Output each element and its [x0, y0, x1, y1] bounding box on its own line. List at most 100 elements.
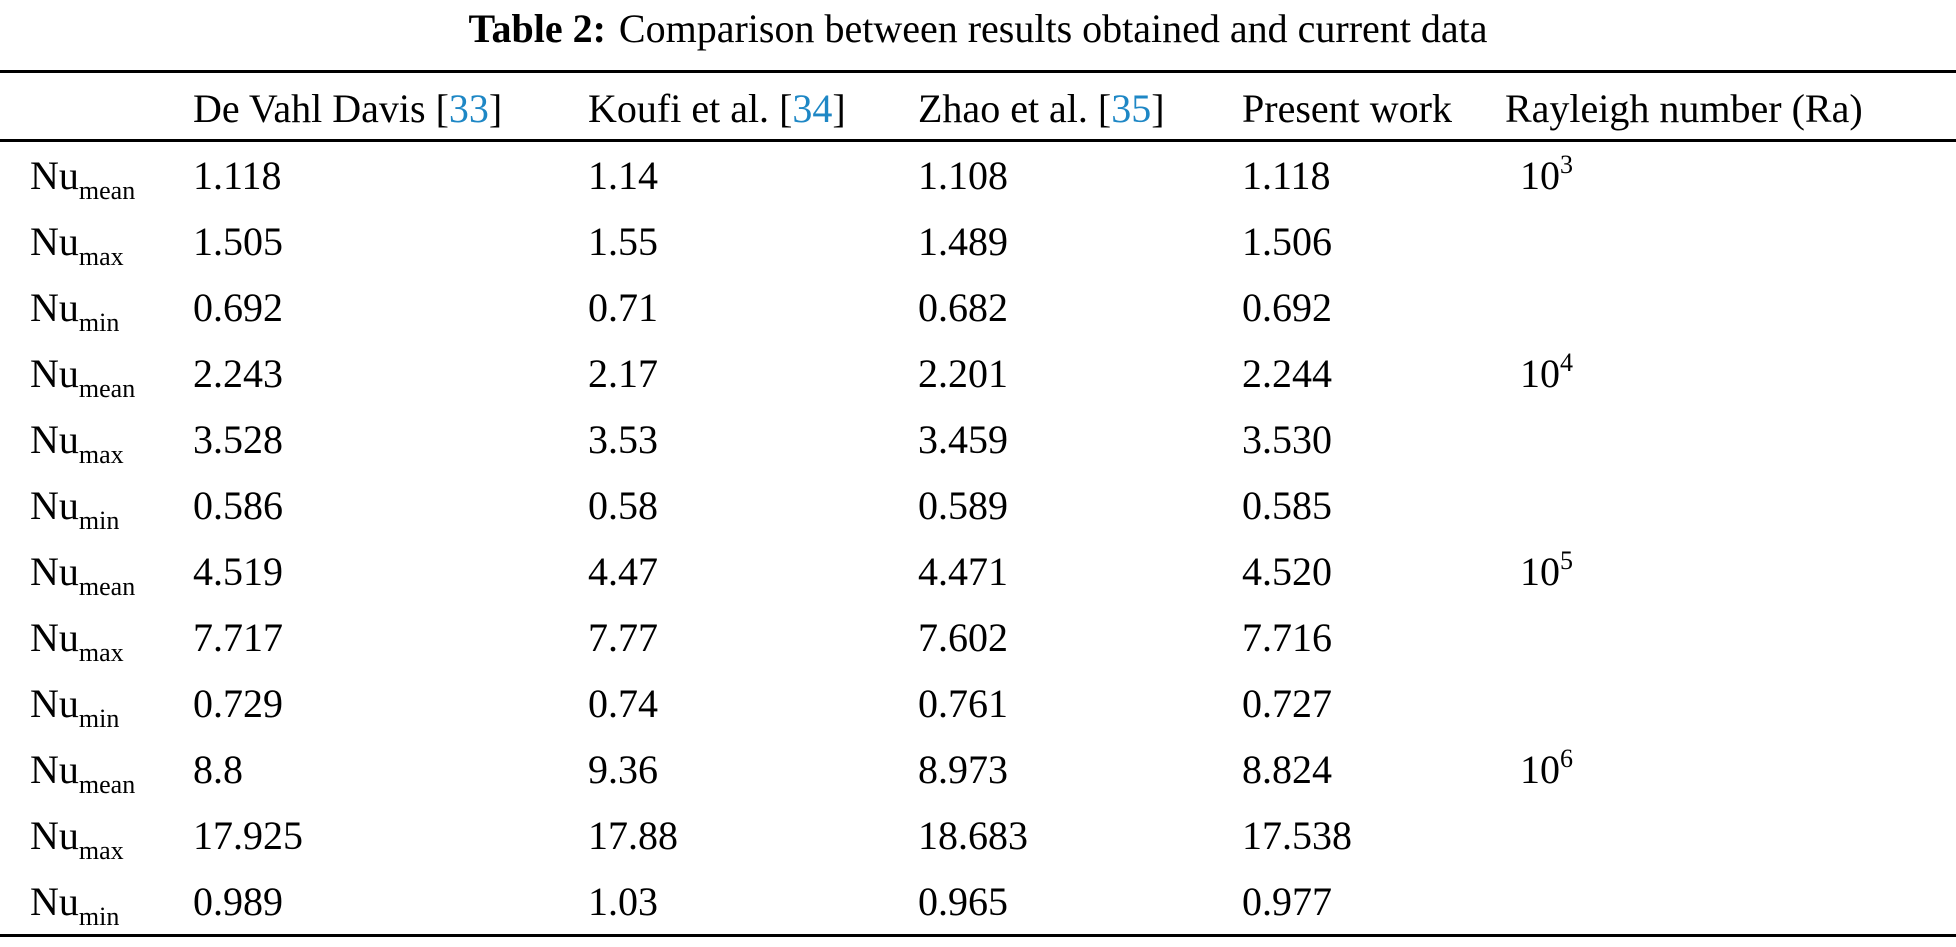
value-cell-present-work: 4.520 — [1242, 538, 1505, 604]
column-header-zhao: Zhao et al. [35] — [918, 71, 1242, 142]
cell-value: 1.506 — [1242, 218, 1332, 264]
value-cell-present-work: 1.506 — [1242, 208, 1505, 274]
value-cell-de-vahl-davis: 0.692 — [193, 274, 588, 340]
comparison-table: De Vahl Davis [33] Koufi et al. [34] Zhao … — [0, 70, 1956, 937]
rayleigh-exponent: 4 — [1560, 347, 1573, 377]
cell-value: 17.88 — [588, 812, 678, 858]
metric-symbol: Nu — [30, 482, 79, 528]
value-cell-present-work: 17.538 — [1242, 802, 1505, 868]
cell-value: 7.77 — [588, 614, 658, 660]
value-cell-koufi: 1.03 — [588, 868, 918, 936]
rayleigh-base: 10 — [1520, 350, 1560, 396]
rayleigh-value-cell — [1505, 208, 1956, 274]
table-row: Numin 0.729 0.74 0.761 0.727 — [0, 670, 1956, 736]
cell-value: 0.989 — [193, 878, 283, 924]
metric-subscript: mean — [78, 373, 136, 403]
value-cell-present-work: 3.530 — [1242, 406, 1505, 472]
column-header-label: Present work — [1242, 85, 1452, 131]
citation-link[interactable]: 33 — [448, 85, 489, 131]
rayleigh-value-cell — [1505, 472, 1956, 538]
value-cell-zhao: 0.965 — [918, 868, 1242, 936]
metric-symbol: Nu — [30, 548, 79, 594]
cell-value: 8.8 — [193, 746, 243, 792]
cell-value: 0.74 — [588, 680, 658, 726]
cell-value: 2.244 — [1242, 350, 1332, 396]
cell-value: 18.683 — [918, 812, 1028, 858]
table-row: Numean 4.519 4.47 4.471 4.520 105 — [0, 538, 1956, 604]
value-cell-de-vahl-davis: 17.925 — [193, 802, 588, 868]
value-cell-zhao: 1.108 — [918, 141, 1242, 209]
value-cell-de-vahl-davis: 0.989 — [193, 868, 588, 936]
table-row: Numax 1.505 1.55 1.489 1.506 — [0, 208, 1956, 274]
value-cell-de-vahl-davis: 3.528 — [193, 406, 588, 472]
cell-value: 0.965 — [918, 878, 1008, 924]
cell-value: 1.118 — [193, 152, 282, 198]
cell-value: 1.03 — [588, 878, 658, 924]
column-header-present-work: Present work — [1242, 71, 1505, 142]
value-cell-de-vahl-davis: 1.118 — [193, 141, 588, 209]
row-metric-label: Numin — [0, 670, 193, 736]
column-header-metric — [0, 71, 193, 142]
column-header-koufi: Koufi et al. [34] — [588, 71, 918, 142]
cell-value: 2.243 — [193, 350, 283, 396]
cell-value: 0.71 — [588, 284, 658, 330]
cell-value: 1.108 — [918, 152, 1008, 198]
cell-value: 3.530 — [1242, 416, 1332, 462]
rayleigh-value-cell: 104 — [1505, 340, 1956, 406]
cell-value: 17.538 — [1242, 812, 1352, 858]
metric-symbol: Nu — [30, 416, 79, 462]
value-cell-zhao: 1.489 — [918, 208, 1242, 274]
cell-value: 2.17 — [588, 350, 658, 396]
citation-link[interactable]: 35 — [1111, 85, 1152, 131]
rayleigh-value-cell — [1505, 802, 1956, 868]
column-header-label: De Vahl Davis — [193, 85, 426, 131]
value-cell-zhao: 2.201 — [918, 340, 1242, 406]
cell-value: 1.505 — [193, 218, 283, 264]
value-cell-de-vahl-davis: 7.717 — [193, 604, 588, 670]
metric-subscript: mean — [78, 571, 136, 601]
cell-value: 9.36 — [588, 746, 658, 792]
citation-link[interactable]: 34 — [792, 85, 833, 131]
cell-value: 0.585 — [1242, 482, 1332, 528]
cell-value: 2.201 — [918, 350, 1008, 396]
table-row: Numin 0.989 1.03 0.965 0.977 — [0, 868, 1956, 936]
rayleigh-base: 10 — [1520, 548, 1560, 594]
table-body: Numean 1.118 1.14 1.108 1.118 103 Numax … — [0, 141, 1956, 936]
rayleigh-value-cell — [1505, 406, 1956, 472]
bracket-close: ] — [488, 85, 503, 131]
cell-value: 17.925 — [193, 812, 303, 858]
row-metric-label: Numean — [0, 340, 193, 406]
value-cell-de-vahl-davis: 2.243 — [193, 340, 588, 406]
table-row: Numin 0.586 0.58 0.589 0.585 — [0, 472, 1956, 538]
table-row: Numax 7.717 7.77 7.602 7.716 — [0, 604, 1956, 670]
value-cell-koufi: 1.14 — [588, 141, 918, 209]
value-cell-present-work: 7.716 — [1242, 604, 1505, 670]
value-cell-zhao: 0.589 — [918, 472, 1242, 538]
cell-value: 0.692 — [1242, 284, 1332, 330]
value-cell-zhao: 0.761 — [918, 670, 1242, 736]
cell-value: 3.459 — [918, 416, 1008, 462]
value-cell-de-vahl-davis: 0.729 — [193, 670, 588, 736]
metric-subscript: min — [78, 307, 120, 337]
cell-value: 7.716 — [1242, 614, 1332, 660]
cell-value: 0.977 — [1242, 878, 1332, 924]
metric-subscript: max — [78, 835, 124, 865]
value-cell-zhao: 3.459 — [918, 406, 1242, 472]
value-cell-de-vahl-davis: 0.586 — [193, 472, 588, 538]
metric-symbol: Nu — [30, 218, 79, 264]
value-cell-koufi: 0.58 — [588, 472, 918, 538]
rayleigh-value-cell — [1505, 274, 1956, 340]
value-cell-zhao: 8.973 — [918, 736, 1242, 802]
value-cell-koufi: 9.36 — [588, 736, 918, 802]
value-cell-zhao: 18.683 — [918, 802, 1242, 868]
value-cell-de-vahl-davis: 8.8 — [193, 736, 588, 802]
value-cell-zhao: 4.471 — [918, 538, 1242, 604]
table-row: Numax 17.925 17.88 18.683 17.538 — [0, 802, 1956, 868]
cell-value: 4.47 — [588, 548, 658, 594]
rayleigh-exponent: 6 — [1560, 743, 1573, 773]
row-metric-label: Numean — [0, 141, 193, 209]
value-cell-zhao: 0.682 — [918, 274, 1242, 340]
metric-symbol: Nu — [30, 284, 79, 330]
row-metric-label: Numax — [0, 802, 193, 868]
